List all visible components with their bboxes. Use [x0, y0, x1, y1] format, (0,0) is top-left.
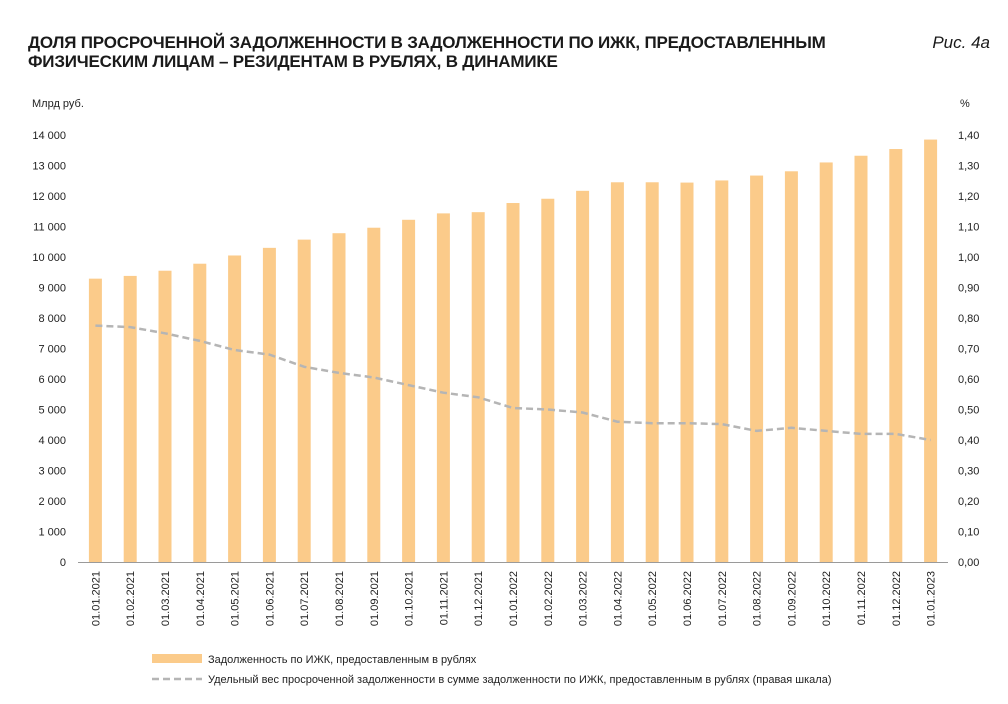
- x-tick-label: 01.12.2022: [891, 571, 903, 626]
- right-tick-label: 1,00: [958, 252, 979, 264]
- x-tick-label: 01.07.2021: [299, 571, 311, 626]
- bar: [889, 149, 903, 562]
- bar: [924, 139, 938, 562]
- x-tick-label: 01.07.2022: [717, 571, 729, 626]
- x-axis: 01.01.2021 01.02.2021 01.03.2021 01.04.2021…: [90, 571, 937, 626]
- right-tick-label: 1,20: [958, 191, 979, 203]
- bar: [819, 162, 833, 562]
- x-tick-label: 01.04.2022: [612, 571, 624, 626]
- bar: [228, 255, 242, 562]
- x-tick-label: 01.05.2021: [230, 571, 242, 626]
- x-tick-label: 01.12.2021: [473, 571, 485, 626]
- bar: [645, 182, 659, 562]
- right-axis: 0,00 0,10 0,20 0,30 0,40 0,50 0,60 0,70 0,80 0,90…: [958, 130, 979, 569]
- chart-title: ДОЛЯ ПРОСРОЧЕННОЙ ЗАДОЛЖЕННОСТИ В ЗАДОЛЖ…: [28, 33, 826, 71]
- bar: [715, 180, 729, 562]
- left-axis: 0 1 000 2 000 3 000 4 000 5 000 6 000 7 000 8 00…: [32, 130, 66, 569]
- x-tick-label: 01.06.2021: [264, 571, 276, 626]
- bar: [784, 171, 798, 563]
- right-tick-label: 0,90: [958, 283, 979, 295]
- x-tick-label: 01.01.2021: [90, 571, 102, 626]
- bar: [332, 233, 346, 562]
- x-tick-label: 01.10.2021: [404, 571, 416, 626]
- bar: [680, 182, 694, 562]
- left-tick-label: 4 000: [38, 435, 66, 447]
- bar: [158, 270, 172, 562]
- right-tick-label: 0,80: [958, 313, 979, 325]
- right-axis-unit: %: [960, 98, 970, 110]
- bar: [367, 227, 381, 562]
- x-tick-label: 01.05.2022: [647, 571, 659, 626]
- bar: [610, 182, 624, 562]
- right-tick-label: 0,20: [958, 496, 979, 508]
- left-tick-label: 5 000: [38, 405, 66, 417]
- right-tick-label: 0,60: [958, 374, 979, 386]
- line-series: [95, 324, 931, 442]
- legend-label-bar: Задолженность по ИЖК, предоставленным в …: [208, 654, 477, 666]
- x-tick-label: 01.11.2022: [856, 571, 868, 625]
- legend: Задолженность по ИЖК, предоставленным в …: [152, 654, 832, 686]
- bar: [262, 247, 276, 562]
- x-tick-label: 01.04.2021: [195, 571, 207, 626]
- left-tick-label: 11 000: [33, 222, 66, 234]
- right-tick-label: 0,40: [958, 435, 979, 447]
- left-tick-label: 7 000: [38, 344, 66, 356]
- bar: [576, 190, 590, 562]
- left-tick-label: 0: [60, 557, 66, 569]
- left-tick-label: 2 000: [38, 496, 66, 508]
- bar: [750, 175, 764, 562]
- x-tick-label: 01.03.2021: [160, 571, 172, 626]
- x-tick-label: 01.02.2022: [543, 571, 555, 626]
- right-tick-label: 0,10: [958, 527, 979, 539]
- bar: [506, 203, 520, 562]
- bar: [471, 212, 485, 563]
- x-tick-label: 01.01.2022: [508, 571, 520, 626]
- bar: [88, 278, 102, 562]
- left-tick-label: 14 000: [32, 130, 66, 142]
- left-tick-label: 6 000: [38, 374, 66, 386]
- x-tick-label: 01.08.2022: [752, 571, 764, 626]
- x-tick-label: 01.08.2021: [334, 571, 346, 626]
- left-tick-label: 9 000: [38, 283, 66, 295]
- bar: [402, 219, 416, 563]
- x-tick-label: 01.03.2022: [578, 571, 590, 626]
- x-tick-label: 01.01.2023: [926, 571, 938, 626]
- bar-series: [88, 139, 938, 563]
- left-tick-label: 10 000: [32, 252, 66, 264]
- left-tick-label: 1 000: [38, 527, 66, 539]
- left-tick-label: 8 000: [38, 313, 66, 325]
- bar: [193, 263, 207, 562]
- right-tick-label: 0,00: [958, 557, 979, 569]
- right-tick-label: 0,30: [958, 466, 979, 478]
- right-tick-label: 1,10: [958, 222, 979, 234]
- bar: [297, 239, 311, 563]
- right-tick-label: 0,70: [958, 344, 979, 356]
- figure-label: Рис. 4а: [932, 33, 990, 52]
- x-tick-label: 01.11.2021: [438, 571, 450, 625]
- right-tick-label: 1,40: [958, 130, 979, 142]
- right-tick-label: 0,50: [958, 405, 979, 417]
- left-axis-unit: Млрд руб.: [32, 98, 84, 110]
- right-tick-label: 1,30: [958, 161, 979, 173]
- x-tick-label: 01.09.2022: [786, 571, 798, 626]
- legend-label-line: Удельный вес просроченной задолженности …: [208, 674, 832, 686]
- x-tick-label: 01.10.2022: [821, 571, 833, 626]
- left-tick-label: 13 000: [32, 161, 66, 173]
- bar: [123, 275, 137, 562]
- bar: [436, 213, 450, 562]
- bar: [541, 198, 555, 562]
- x-tick-label: 01.09.2021: [369, 571, 381, 626]
- left-tick-label: 3 000: [38, 466, 66, 478]
- left-tick-label: 12 000: [32, 191, 66, 203]
- bar: [854, 155, 868, 563]
- x-tick-label: 01.06.2022: [682, 571, 694, 626]
- legend-swatch-bar: [152, 654, 202, 663]
- x-tick-label: 01.02.2021: [125, 571, 137, 626]
